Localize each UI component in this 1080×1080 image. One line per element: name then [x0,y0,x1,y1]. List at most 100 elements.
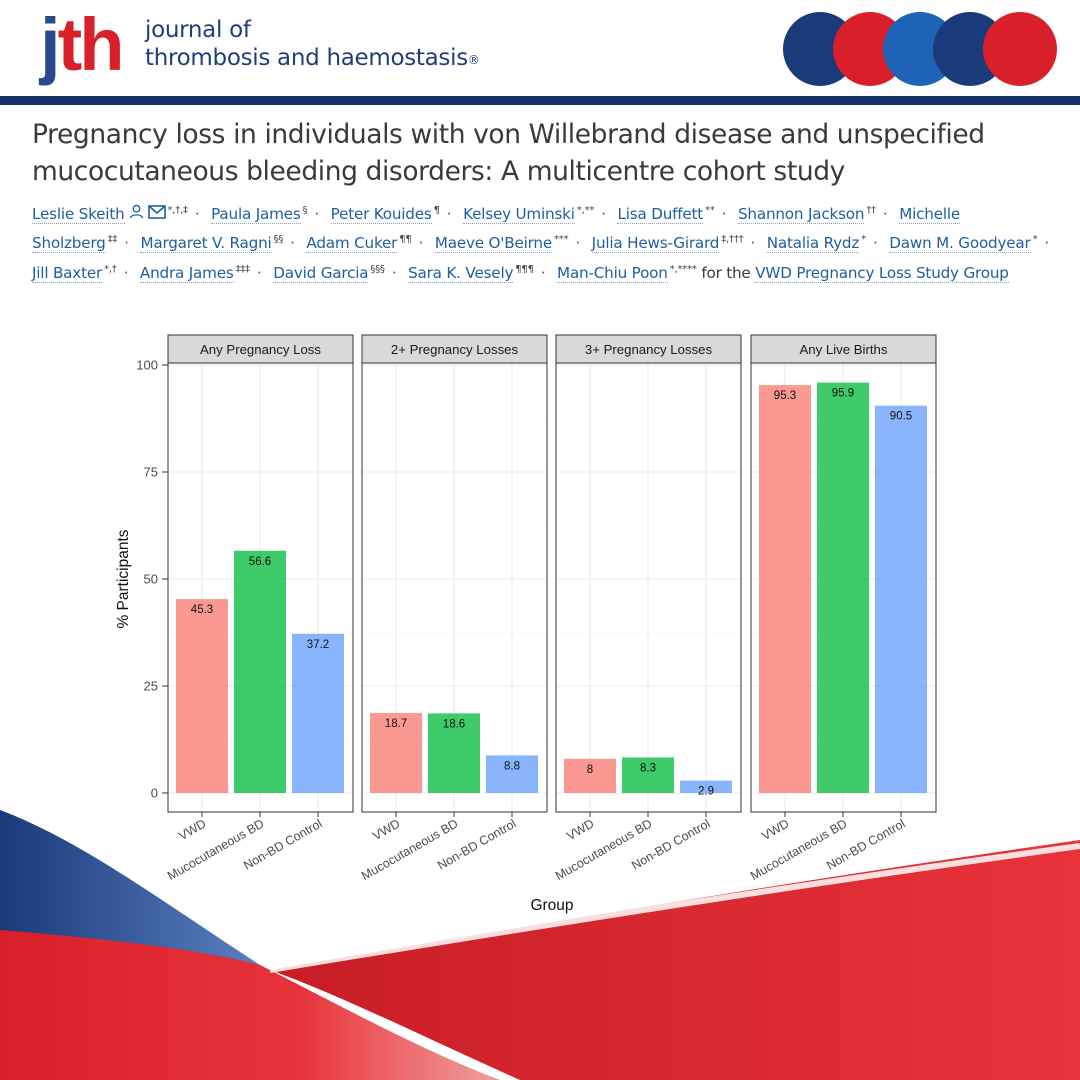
author-affiliation-marks[interactable]: ¶¶ [399,234,412,246]
author-item: Leslie Skeith *,†,‡ [32,204,189,225]
author-item: Julia Hews-Girard ‡,††† [591,234,744,254]
author-separator: · [446,205,452,224]
bar-value-label: 45.3 [191,604,213,616]
author-separator: · [194,205,200,224]
x-axis-label: Group [530,897,573,914]
y-tick-label: 0 [151,786,158,801]
circle-5 [983,12,1057,86]
author-name-link[interactable]: Paula James [211,205,301,225]
author-name-link[interactable]: Sara K. Vesely [408,263,514,283]
journal-header: jth journal of thrombosis and haemostasi… [0,0,1080,96]
bar-value-label: 18.6 [443,718,465,730]
author-name-link[interactable]: Shannon Jackson [737,205,865,225]
x-tick-label: VWD [759,816,791,843]
bar-value-label: 37.2 [307,639,329,651]
author-affiliation-marks[interactable]: §§§ [370,263,385,275]
author-name-link[interactable]: Lisa Duffett [617,205,704,225]
study-group-link[interactable]: VWD Pregnancy Loss Study Group [755,263,1009,283]
author-item: Peter Kouides ¶ [330,205,440,225]
author-item: Jill Baxter *,† [32,263,117,283]
author-name-link[interactable]: Natalia Rydz [766,234,860,254]
person-icon[interactable] [129,200,144,229]
author-name-link[interactable]: Peter Kouides [330,205,432,225]
author-affiliation-marks[interactable]: ‡,††† [721,234,744,246]
author-affiliation-marks[interactable]: § [302,205,308,217]
author-name-link[interactable]: Jill Baxter [32,263,103,283]
bar [759,385,811,793]
chart-svg: 0 25 50 75 100 % Participants Any Pregnancy Lo… [115,334,937,914]
bar [875,405,927,793]
author-affiliation-marks[interactable]: *,† [104,263,117,275]
mail-icon[interactable] [147,200,166,229]
author-name-link[interactable]: David Garcia [273,263,369,283]
journal-logo[interactable]: jth [40,2,124,88]
author-affiliation-marks[interactable]: *,**** [669,263,697,275]
author-name-link[interactable]: Man-Chiu Poon [557,263,668,283]
bar-value-label: 18.7 [385,718,407,730]
bar [370,712,422,793]
author-separator: · [575,234,581,253]
author-affiliation-marks[interactable]: ¶ [433,205,440,217]
author-item: Shannon Jackson †† [737,205,876,225]
author-affiliation-marks[interactable]: * [1032,234,1038,246]
author-affiliation-marks[interactable]: ¶¶¶ [515,263,534,275]
author-item: Adam Cuker ¶¶ [306,234,412,254]
author-affiliation-marks[interactable]: ‡‡ [107,234,118,246]
x-tick-label: VWD [176,816,208,843]
faceted-bar-chart: 0 25 50 75 100 % Participants Any Pregnancy Lo… [0,330,1080,920]
author-affiliation-marks[interactable]: *** [553,234,569,246]
author-name-link[interactable]: Dawn M. Goodyear [889,234,1031,254]
bar-value-label: 95.9 [832,388,854,400]
facet-strip [750,334,937,364]
author-item: Andra James ‡‡‡ [139,263,251,283]
author-name-link[interactable]: Julia Hews-Girard [591,234,720,254]
author-item: Man-Chiu Poon *,**** [557,263,697,283]
bar [234,550,286,793]
decorative-circles [783,12,1058,88]
author-name-link[interactable]: Kelsey Uminski [463,205,575,225]
author-affiliation-marks[interactable]: ** [705,205,715,217]
bar [486,755,538,793]
author-separator: · [290,234,295,253]
author-item: Natalia Rydz * [766,234,866,254]
author-separator: · [124,234,129,253]
author-item: David Garcia §§§ [273,263,385,283]
author-affiliation-marks[interactable]: §§ [273,234,284,246]
author-name-link[interactable]: Leslie Skeith [32,205,125,225]
author-separator: · [1044,234,1050,253]
bar-value-label: 95.3 [774,390,796,402]
author-name-link[interactable]: Margaret V. Ragni [140,234,272,254]
x-tick-label: Mucocutaneous BD [359,816,460,883]
author-item: Michelle Sholzberg ‡‡ [32,205,961,254]
author-affiliation-marks[interactable]: * [861,234,866,246]
y-axis-label: % Participants [115,529,132,628]
bar-value-label: 2.9 [698,786,714,798]
author-separator: · [123,263,129,282]
author-separator: · [750,234,756,253]
header-divider-bar [0,96,1080,105]
author-affiliation-marks[interactable]: *,** [576,205,595,217]
bar-value-label: 56.6 [249,556,271,568]
bar-value-label: 8 [587,764,593,776]
author-item: Margaret V. Ragni §§ [140,234,284,254]
bar [817,382,869,793]
facet-title: 3+ Pregnancy Losses [585,342,713,357]
author-item: Kelsey Uminski *,** [463,205,595,225]
author-affiliation-marks[interactable]: *,†,‡ [167,205,189,217]
author-item: Maeve O'Beirne *** [434,234,569,254]
facet-strip [361,334,548,364]
logo-j: j [40,3,60,86]
author-item: Sara K. Vesely ¶¶¶ [408,263,534,283]
author-affiliation-marks[interactable]: ‡‡‡ [235,263,251,275]
author-name-link[interactable]: Maeve O'Beirne [434,234,552,254]
facet-title: Any Live Births [800,342,888,357]
author-name-link[interactable]: Michelle Sholzberg [32,205,961,254]
author-affiliation-marks[interactable]: †† [866,205,876,217]
facet-title: 2+ Pregnancy Losses [391,342,519,357]
x-tick-label: Mucocutaneous BD [748,816,849,883]
journal-name-line2: thrombosis and haemostasis [145,45,468,71]
author-name-link[interactable]: Andra James [139,263,234,283]
author-separator: · [418,234,424,253]
x-tick-label: VWD [370,816,402,843]
author-name-link[interactable]: Adam Cuker [306,234,398,254]
